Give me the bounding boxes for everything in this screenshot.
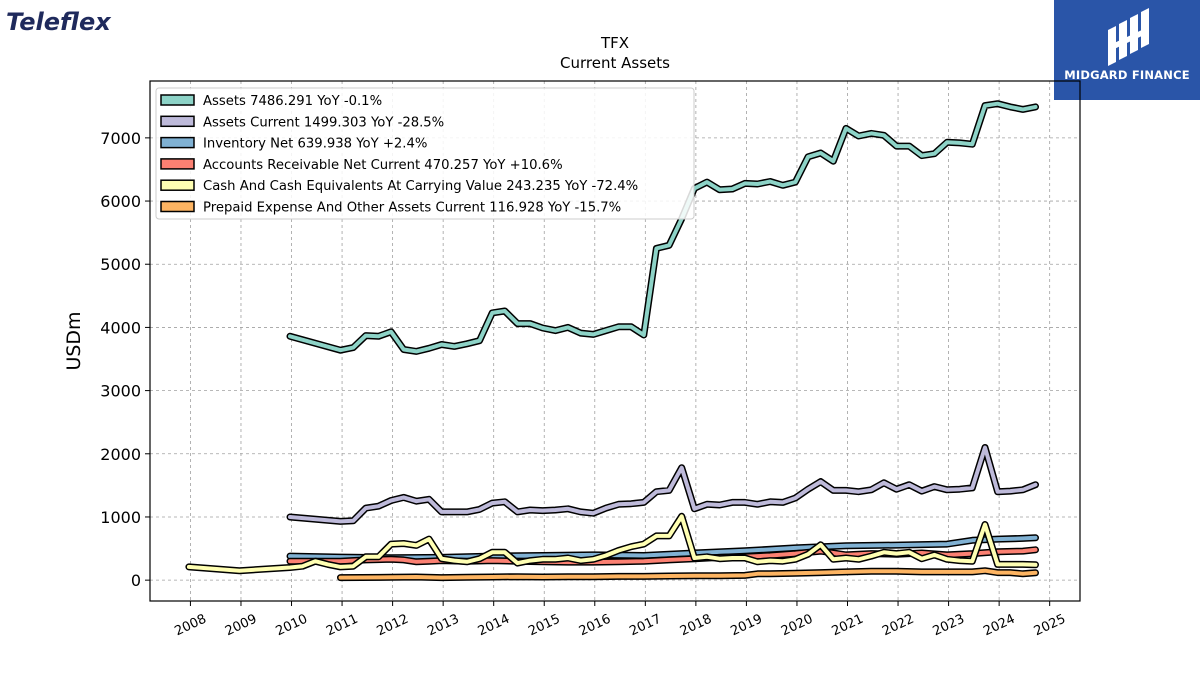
legend-swatch xyxy=(160,158,195,170)
series-line-assets-current xyxy=(288,445,1038,524)
x-tick-label: 2009 xyxy=(223,612,259,640)
x-tick-label: 2008 xyxy=(172,612,208,640)
x-tick-label: 2017 xyxy=(627,612,663,640)
legend-swatch xyxy=(160,200,195,213)
legend-label: Assets 7486.291 YoY -0.1% xyxy=(203,94,382,109)
x-tick-label: 2011 xyxy=(324,612,360,640)
y-tick-label: 0 xyxy=(131,571,141,590)
x-tick-label: 2018 xyxy=(678,612,714,640)
midgard-finance-logo: MIDGARD FINANCE xyxy=(1054,0,1200,100)
legend-label: Cash And Cash Equivalents At Carrying Va… xyxy=(203,179,638,194)
series-line-cash-and-cash-equivalents-at-carrying-value xyxy=(186,514,1038,573)
teleflex-logo-text: Teleflex xyxy=(6,8,112,36)
y-tick-label: 7000 xyxy=(100,129,141,148)
legend-swatch xyxy=(160,94,195,106)
chart-title: TFX xyxy=(600,34,629,52)
x-tick-label: 2025 xyxy=(1032,612,1068,640)
x-tick-label: 2014 xyxy=(476,612,512,640)
x-tick-label: 2015 xyxy=(526,612,562,640)
teleflex-logo: Teleflex xyxy=(6,4,166,38)
chart-subtitle: Current Assets xyxy=(560,54,670,72)
legend-label: Prepaid Expense And Other Assets Current… xyxy=(203,201,621,216)
legend-swatch xyxy=(160,136,195,149)
series-outline-assets-current xyxy=(286,444,1039,525)
y-axis-label: USDm xyxy=(63,311,85,370)
x-tick-label: 2019 xyxy=(728,612,764,640)
y-tick-label: 1000 xyxy=(100,508,141,527)
y-tick-label: 6000 xyxy=(100,192,141,211)
x-tick-label: 2022 xyxy=(880,612,916,640)
series-line-prepaid-expense-and-other-assets-current xyxy=(338,568,1038,580)
legend: Assets 7486.291 YoY -0.1% Assets Current … xyxy=(155,87,695,220)
plot-frame xyxy=(149,80,1081,602)
y-tick-label: 2000 xyxy=(100,445,141,464)
y-tick-label: 4000 xyxy=(100,318,141,337)
y-tick-label: 3000 xyxy=(100,382,141,401)
midgard-logo-icon xyxy=(1108,8,1149,66)
teleflex-logo-mark: Teleflex xyxy=(6,8,112,36)
x-tick-label: 2016 xyxy=(577,612,613,640)
x-tick-label: 2010 xyxy=(274,612,310,640)
legend-swatch xyxy=(160,179,195,191)
legend-swatch xyxy=(160,115,195,128)
legend-label: Accounts Receivable Net Current 470.257 … xyxy=(203,158,563,173)
y-tick-label: 5000 xyxy=(100,255,141,274)
legend-label: Inventory Net 639.938 YoY +2.4% xyxy=(203,137,427,152)
axes: 0 1000 2000 3000 4000 5000 6000 7000 2008 2009 201… xyxy=(100,129,1068,639)
x-tick-label: 2012 xyxy=(375,612,411,640)
x-tick-label: 2023 xyxy=(931,612,967,640)
x-tick-label: 2021 xyxy=(830,612,866,640)
x-tick-label: 2024 xyxy=(981,612,1017,640)
x-tick-label: 2020 xyxy=(779,612,815,640)
midgard-logo-text: MIDGARD FINANCE xyxy=(1064,68,1190,82)
legend-box xyxy=(155,87,695,220)
x-tick-label: 2013 xyxy=(425,612,461,640)
legend-label: Assets Current 1499.303 YoY -28.5% xyxy=(203,115,444,130)
